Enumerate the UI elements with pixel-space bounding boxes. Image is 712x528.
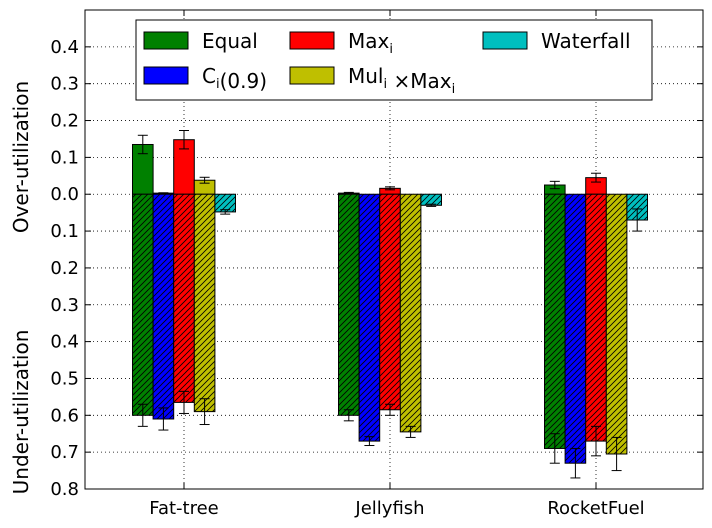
plot-frame xyxy=(84,9,704,490)
y-tick-label: 0.4 xyxy=(50,332,79,353)
y-tick-label: 0.6 xyxy=(50,405,79,426)
bar-under-hatch xyxy=(173,194,195,403)
bar-under-hatch xyxy=(420,194,442,206)
y-tick-label: 0.1 xyxy=(50,221,79,242)
legend-swatch xyxy=(143,31,189,50)
y-axis-label-under: Under-utilization xyxy=(9,330,33,495)
bar-under-hatch xyxy=(585,194,607,442)
y-tick-label: 0.7 xyxy=(50,442,79,463)
y-tick-label: 0.5 xyxy=(50,368,79,389)
legend-label: Muli ×Maxi xyxy=(348,64,455,97)
y-tick-label: 0.1 xyxy=(50,147,79,168)
legend-swatch xyxy=(289,66,335,85)
x-tick-label: Fat-tree xyxy=(149,498,219,519)
bar-under-hatch xyxy=(338,194,360,416)
bar-under-hatch xyxy=(544,194,566,449)
bar-under-hatch xyxy=(379,194,401,410)
legend-swatch xyxy=(143,66,189,85)
legend-box xyxy=(135,19,653,101)
legend-label: Maxi xyxy=(348,29,393,57)
y-tick-label: 0.3 xyxy=(50,74,79,95)
bar-under-hatch xyxy=(400,194,421,432)
y-axis-label-over: Over-utilization xyxy=(9,81,33,233)
bar-under-hatch xyxy=(214,194,236,212)
bar-under-hatch xyxy=(153,194,174,419)
y-tick-label: 0.2 xyxy=(50,111,79,132)
axis-ticks: 0.4 0.3 0.2 0.1 0.0 0.1 0.2 0.3 0.4 0.5 0.6 0.7 0.8 F… xyxy=(50,10,703,519)
y-tick-label: 0.2 xyxy=(50,258,79,279)
y-tick-label: 0.3 xyxy=(50,295,79,316)
bar-under-hatch xyxy=(606,194,627,454)
error-bars xyxy=(137,129,643,479)
bar-under-hatch xyxy=(194,194,215,412)
bar-under-hatch xyxy=(626,194,648,221)
legend-label: Waterfall xyxy=(541,29,631,53)
legend-label: Ci(0.9) xyxy=(202,64,267,93)
y-tick-label: 0.8 xyxy=(50,479,79,500)
x-tick-label: RocketFuel xyxy=(547,498,644,519)
bar-under-hatch xyxy=(132,194,154,416)
legend-label: Equal xyxy=(202,29,258,53)
y-tick-label: 0.0 xyxy=(50,184,79,205)
legend-swatch xyxy=(482,31,528,50)
bar-under-hatch xyxy=(359,194,380,442)
x-tick-label: Jellyfish xyxy=(354,498,424,519)
bar-under-hatch xyxy=(565,194,586,464)
y-tick-label: 0.4 xyxy=(50,37,79,58)
legend-swatch xyxy=(289,31,335,50)
legend: Equal Ci(0.9) Maxi Muli ×Maxi Waterfall xyxy=(135,19,653,101)
